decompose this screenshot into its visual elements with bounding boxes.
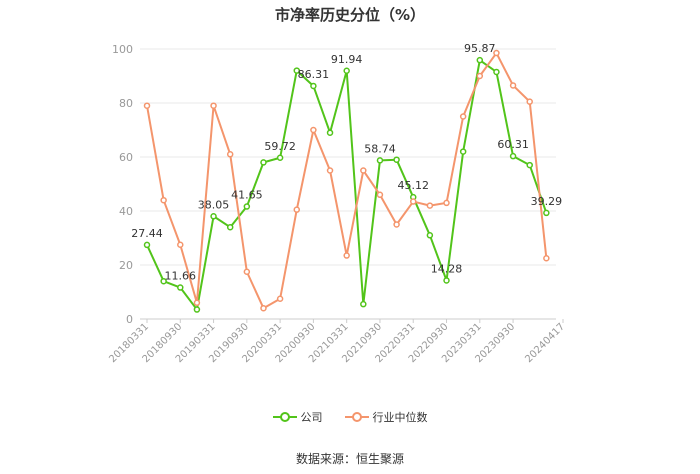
series-1-point-16	[409, 198, 417, 205]
data-label-24: 39.29	[531, 195, 563, 208]
series-1-point-1	[160, 196, 167, 204]
series-lines	[143, 49, 550, 313]
legend: 公司 行业中位数	[0, 409, 700, 425]
series-0-point-5	[226, 223, 234, 231]
series-1-point-19	[459, 113, 467, 120]
y-tick-label-80: 80	[119, 97, 133, 110]
source-note: 数据来源：恒生聚源	[295, 452, 404, 466]
series-1-point-15	[393, 221, 400, 228]
data-label-14: 58.74	[364, 142, 396, 155]
series-1-point-14	[376, 191, 384, 199]
y-tick-label-60: 60	[119, 151, 133, 164]
series-1-point-11	[326, 167, 334, 174]
series-0-point-15	[393, 156, 400, 163]
series-line-1	[146, 52, 548, 310]
series-0-point-3	[193, 306, 201, 313]
legend-company-icon	[272, 412, 297, 422]
y-tick-label-0: 0	[126, 313, 133, 326]
legend-company-label: 公司	[300, 411, 323, 424]
data-label-0: 27.44	[131, 227, 163, 240]
legend-item-industry-median[interactable]: 行业中位数	[344, 409, 428, 425]
data-label-16: 45.12	[397, 179, 429, 192]
series-1-point-4	[210, 102, 217, 109]
series-0-point-19	[459, 148, 467, 155]
x-tick-label-20240417: 20240417	[523, 321, 567, 365]
series-1-point-23	[526, 98, 533, 105]
data-label-8: 59.72	[264, 140, 296, 153]
series-1-point-9	[293, 206, 301, 213]
series-0-point-24	[543, 209, 550, 217]
legend-industry-icon	[344, 412, 369, 422]
series-0-point-20	[476, 56, 484, 64]
series-0-point-23	[526, 161, 533, 169]
series-0-point-13	[360, 300, 367, 308]
series-0-point-1	[160, 277, 167, 285]
series-0-point-8	[276, 154, 284, 162]
y-tick-label-100: 100	[112, 43, 133, 56]
series-1-point-13	[360, 167, 367, 174]
series-0-point-12	[343, 67, 350, 75]
series-0-point-6	[243, 203, 251, 210]
series-1-point-2	[177, 241, 184, 248]
series-0-point-22	[509, 152, 517, 160]
data-label-20: 95.87	[464, 42, 496, 55]
series-0-point-7	[260, 159, 267, 166]
data-label-22: 60.31	[497, 138, 529, 151]
series-1-point-22	[509, 82, 517, 89]
legend-industry-label: 行业中位数	[372, 411, 428, 424]
series-1-point-20	[476, 72, 484, 80]
series-0-point-17	[426, 232, 434, 239]
data-label-18: 14.28	[431, 262, 463, 275]
series-0-point-4	[210, 213, 217, 220]
data-label-10: 86.31	[298, 68, 330, 81]
series-0-point-9	[293, 67, 301, 74]
series-0-point-2	[177, 284, 184, 291]
series-1-point-12	[343, 252, 350, 259]
y-tick-label-20: 20	[119, 259, 133, 272]
data-label-12: 91.94	[331, 53, 363, 66]
data-label-2: 11.66	[165, 270, 197, 283]
series-1-point-6	[243, 268, 251, 275]
series-1-point-24	[543, 255, 550, 262]
series-0-point-0	[143, 241, 151, 249]
y-tick-label-40: 40	[119, 205, 133, 218]
series-0-point-11	[326, 129, 334, 136]
series-1-point-17	[426, 202, 434, 209]
series-1-point-18	[443, 199, 450, 207]
series-1-point-8	[276, 295, 284, 302]
series-0-point-10	[310, 82, 317, 90]
series-0-point-18	[443, 277, 450, 284]
series-1-point-7	[260, 304, 267, 312]
series-1-point-5	[226, 151, 234, 158]
series-0-point-21	[493, 68, 500, 76]
data-label-6: 41.65	[231, 189, 263, 202]
series-1-point-0	[143, 102, 151, 109]
series-1-point-21	[493, 49, 500, 57]
chart-title: 市净率历史分位（%）	[274, 6, 426, 24]
series-0-point-14	[376, 157, 384, 164]
series-1-point-10	[310, 126, 317, 134]
legend-item-company[interactable]: 公司	[272, 409, 323, 425]
series-1-point-3	[193, 299, 201, 307]
data-label-4: 38.05	[198, 198, 230, 211]
